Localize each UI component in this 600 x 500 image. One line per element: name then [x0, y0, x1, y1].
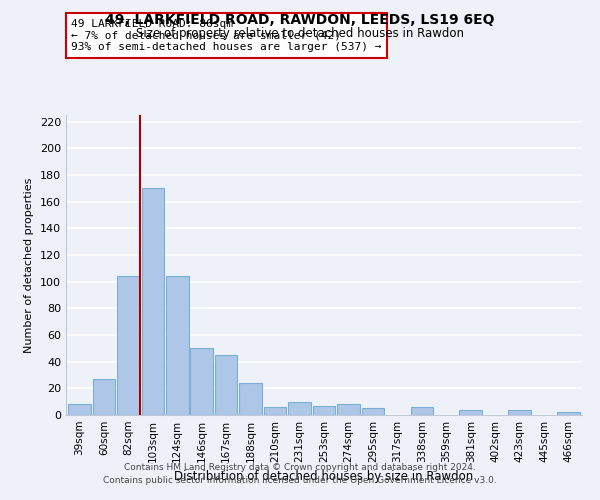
Bar [68, 404, 91, 415]
Bar [215, 355, 238, 415]
Y-axis label: Number of detached properties: Number of detached properties [25, 178, 34, 352]
Bar [362, 408, 384, 415]
Bar [264, 407, 286, 415]
X-axis label: Distribution of detached houses by size in Rawdon: Distribution of detached houses by size … [175, 470, 473, 484]
Bar [92, 379, 115, 415]
Bar [313, 406, 335, 415]
Bar [337, 404, 360, 415]
Bar [508, 410, 531, 415]
Bar [142, 188, 164, 415]
Bar [410, 407, 433, 415]
Text: 49 LARKFIELD ROAD: 86sqm
← 7% of detached houses are smaller (42)
93% of semi-de: 49 LARKFIELD ROAD: 86sqm ← 7% of detache… [71, 19, 382, 52]
Text: Contains public sector information licensed under the Open Government Licence v3: Contains public sector information licen… [103, 476, 497, 485]
Text: Contains HM Land Registry data © Crown copyright and database right 2024.: Contains HM Land Registry data © Crown c… [124, 464, 476, 472]
Text: Size of property relative to detached houses in Rawdon: Size of property relative to detached ho… [136, 28, 464, 40]
Bar [190, 348, 213, 415]
Bar [117, 276, 140, 415]
Bar [288, 402, 311, 415]
Bar [239, 383, 262, 415]
Text: 49, LARKFIELD ROAD, RAWDON, LEEDS, LS19 6EQ: 49, LARKFIELD ROAD, RAWDON, LEEDS, LS19 … [105, 12, 495, 26]
Bar [460, 410, 482, 415]
Bar [557, 412, 580, 415]
Bar [166, 276, 188, 415]
